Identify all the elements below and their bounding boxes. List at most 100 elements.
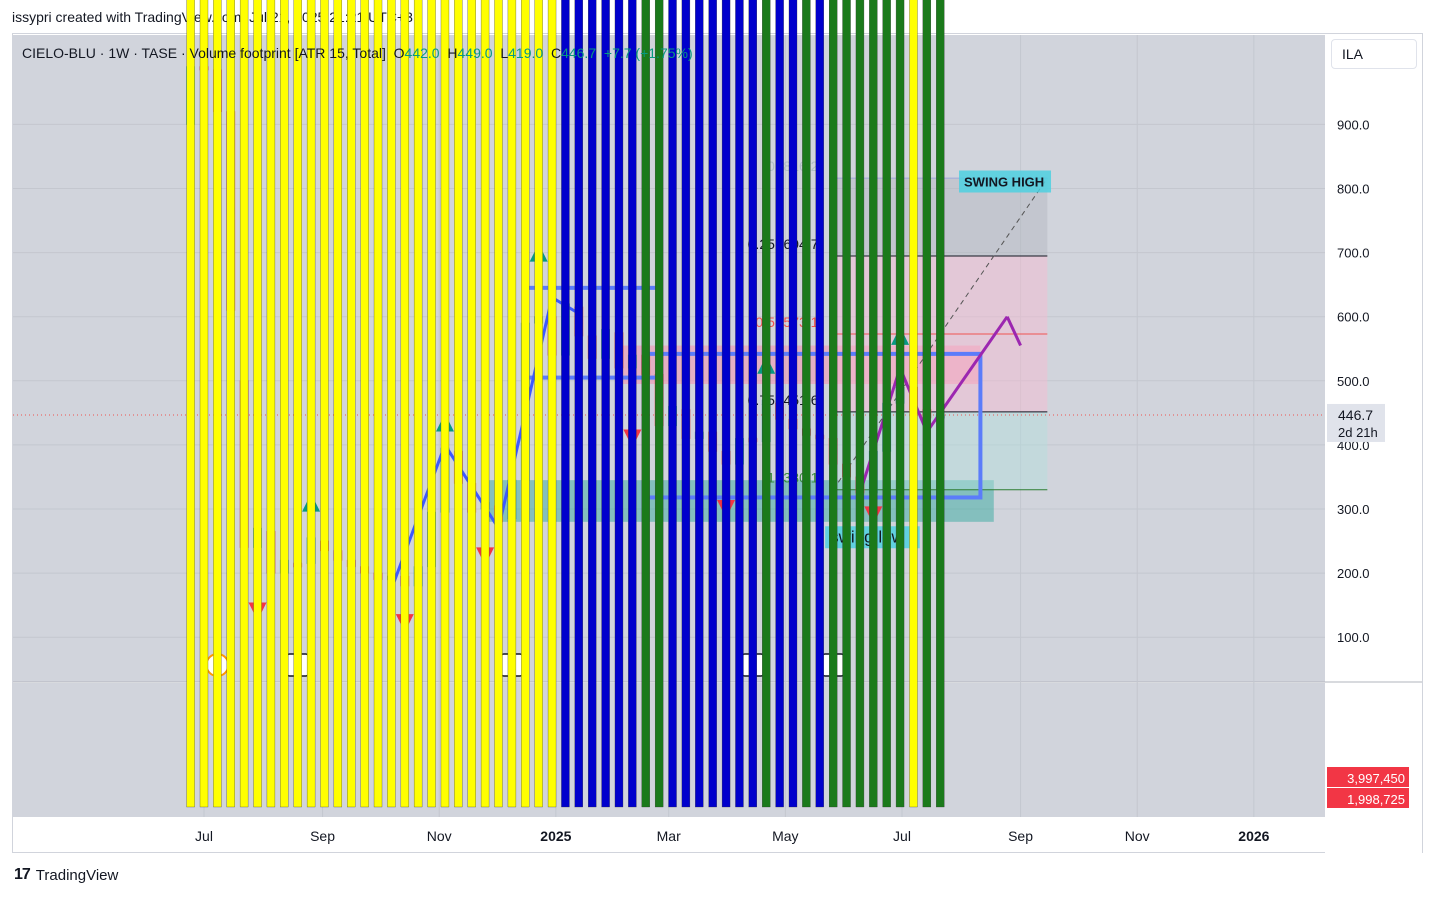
volume-bar xyxy=(574,0,583,808)
volume-bar xyxy=(614,0,624,808)
volume-bar xyxy=(922,0,932,808)
volume-bar xyxy=(762,0,771,808)
price-tick-label: 100.0 xyxy=(1337,630,1370,645)
price-tick-label: 900.0 xyxy=(1337,117,1370,132)
volume-bar xyxy=(240,0,249,808)
symbol-legend[interactable]: CIELO-BLU · 1W · TASE · Volume footprint… xyxy=(22,45,693,61)
open-label: O xyxy=(393,45,405,61)
annotation-bg xyxy=(959,170,1052,193)
volume-bar xyxy=(654,0,664,808)
close-label: C xyxy=(550,45,562,61)
volume-bar xyxy=(561,0,570,808)
volume-bar xyxy=(521,0,530,808)
volume-bar xyxy=(400,0,409,808)
volume-bar xyxy=(815,0,824,808)
volume-bar xyxy=(802,0,811,808)
volume-bar xyxy=(909,0,918,808)
volume-bar xyxy=(695,0,704,808)
volume-bar xyxy=(788,0,798,808)
last-price-tag xyxy=(1327,403,1385,442)
volume-bar xyxy=(668,0,677,808)
price-axis xyxy=(1325,35,1422,853)
volume-value-tag xyxy=(1327,767,1409,787)
price-tick-label: 200.0 xyxy=(1337,566,1370,581)
volume-bar xyxy=(869,0,878,808)
time-tick-label: Nov xyxy=(1125,828,1150,844)
time-axis xyxy=(13,818,1325,852)
volume-bar xyxy=(320,0,329,808)
time-tick-label: Jul xyxy=(195,828,213,844)
volume-bar xyxy=(829,0,838,808)
projection-arrowhead xyxy=(1005,316,1022,347)
time-tick-label: 2025 xyxy=(540,828,571,844)
volume-value-label: 3,997,450 xyxy=(1347,771,1405,786)
volume-bar xyxy=(467,0,476,808)
volume-bar xyxy=(708,0,717,808)
volume-bar xyxy=(199,0,209,808)
volume-bar xyxy=(213,0,222,808)
volume-bar xyxy=(547,0,557,808)
high-label: H xyxy=(447,45,458,61)
price-tick-label: 800.0 xyxy=(1337,182,1370,197)
volume-bar xyxy=(628,0,637,808)
volume-bar xyxy=(306,0,316,808)
volume-value-label: 1,998,725 xyxy=(1347,792,1405,807)
time-tick-label: Jul xyxy=(893,828,911,844)
symbol-name: CIELO-BLU · 1W · TASE · Volume footprint… xyxy=(22,45,386,61)
time-tick-label: May xyxy=(772,828,798,844)
price-tick-label: 300.0 xyxy=(1337,502,1370,517)
swing-low-label: swing low xyxy=(830,527,904,546)
volume-bar xyxy=(494,0,503,808)
volume-bar xyxy=(895,0,905,808)
price-tick-label: 700.0 xyxy=(1337,246,1370,261)
volume-value-tag xyxy=(1327,788,1409,808)
volume-bar xyxy=(748,0,757,808)
volume-bar xyxy=(681,0,691,808)
volume-bar xyxy=(534,0,543,808)
swing-high-label: SWING HIGH xyxy=(964,175,1044,190)
volume-bar xyxy=(333,0,343,808)
low-label: L xyxy=(500,45,509,61)
volume-bar xyxy=(480,0,490,808)
volume-bar xyxy=(414,0,423,808)
tradingview-logo-icon: 17 xyxy=(14,866,31,883)
volume-bar xyxy=(266,0,276,808)
volume-bar xyxy=(373,0,383,808)
fib-level-label: 0.75 (451.6) xyxy=(748,392,824,408)
volume-bar xyxy=(641,0,650,808)
time-tick-label: Mar xyxy=(657,828,681,844)
volume-bar xyxy=(855,0,865,808)
volume-bar xyxy=(280,0,289,808)
change-value: +7.7 (+1.75%) xyxy=(603,45,693,61)
time-tick-label: Sep xyxy=(310,828,335,844)
brand-name: TradingView xyxy=(35,866,119,884)
volume-bar xyxy=(882,0,891,808)
volume-bar xyxy=(360,0,369,808)
countdown-label: 2d 21h xyxy=(1338,425,1378,440)
last-price-label: 446.7 xyxy=(1338,407,1373,423)
time-tick-label: 2026 xyxy=(1238,828,1269,844)
footer-brand[interactable]: 17 TradingView xyxy=(14,866,118,884)
volume-bar xyxy=(842,0,851,808)
volume-bar xyxy=(293,0,302,808)
volume-bar xyxy=(601,0,610,808)
close-value: 446.7 xyxy=(561,45,597,61)
volume-bar xyxy=(226,0,235,808)
volume-bar xyxy=(440,0,450,808)
volume-bar xyxy=(253,0,262,808)
low-value: 419.0 xyxy=(508,45,544,61)
volume-bar xyxy=(427,0,436,808)
high-value: 449.0 xyxy=(457,45,493,61)
volume-bar xyxy=(387,0,396,808)
volume-bar xyxy=(507,0,517,808)
chart-frame xyxy=(12,33,1423,853)
volume-bar xyxy=(721,0,731,808)
time-tick-label: Sep xyxy=(1008,828,1033,844)
price-tick-label: 600.0 xyxy=(1337,310,1370,325)
volume-bar xyxy=(347,0,356,808)
volume-bar xyxy=(735,0,744,808)
volume-bar xyxy=(936,0,945,808)
volume-bar xyxy=(186,0,195,808)
currency-button[interactable]: ILA xyxy=(1331,39,1417,69)
